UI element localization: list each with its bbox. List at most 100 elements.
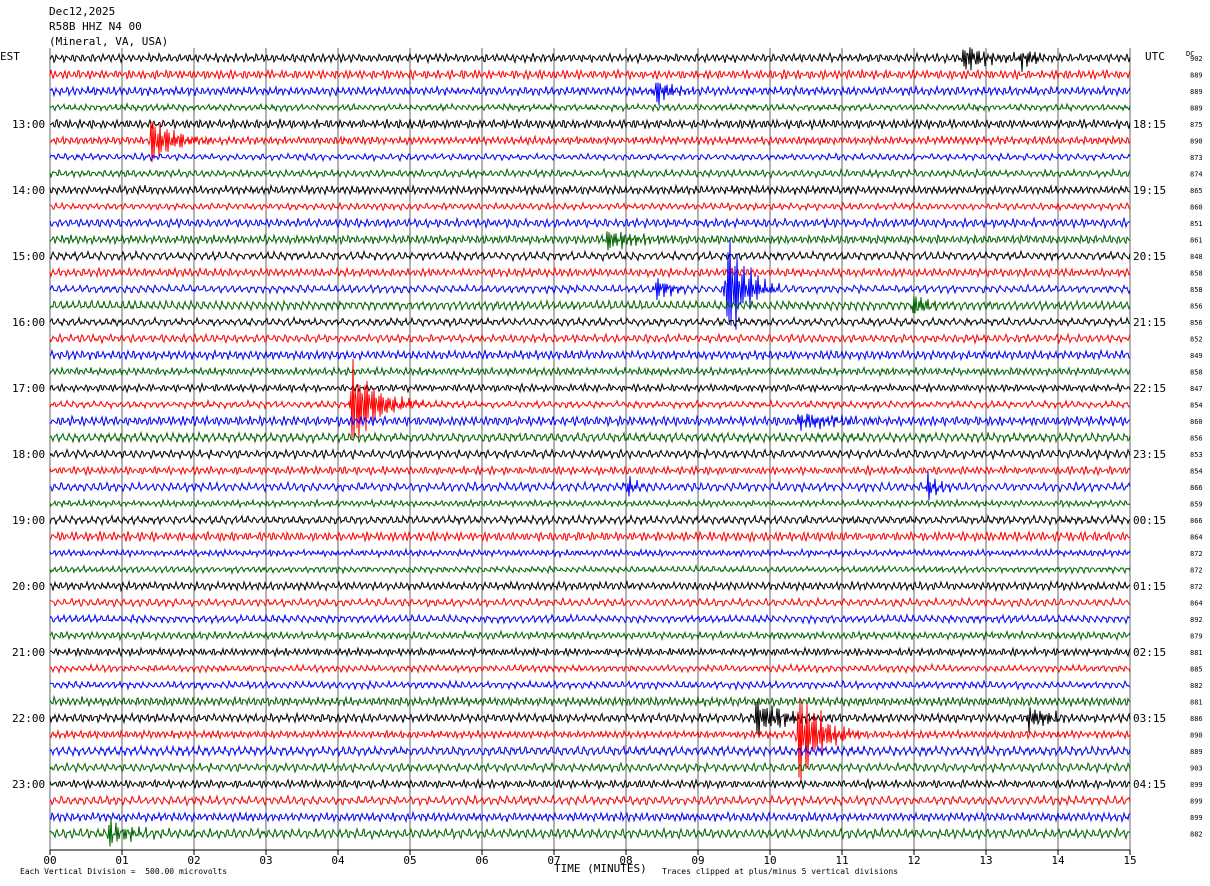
trace-line — [49, 547, 1131, 559]
dc-offset-label: 860 — [1190, 204, 1203, 212]
est-time-label: 19:00 — [12, 514, 45, 527]
trace-line — [49, 697, 1131, 784]
dc-offset-label: 879 — [1190, 633, 1203, 641]
est-time-label: 13:00 — [12, 118, 45, 131]
utc-time-label: 23:15 — [1133, 448, 1166, 461]
x-tick-label: 05 — [403, 854, 416, 867]
dc-offset-label: 899 — [1190, 781, 1203, 789]
trace-line — [49, 818, 1131, 847]
utc-time-label: 20:15 — [1133, 250, 1166, 263]
trace-line — [49, 249, 1131, 263]
trace-line — [49, 82, 1131, 106]
est-time-label: 21:00 — [12, 646, 45, 659]
dc-offset-label: 849 — [1190, 352, 1203, 360]
x-tick-label: 10 — [763, 854, 776, 867]
trace-line — [49, 464, 1131, 477]
x-tick-label: 13 — [979, 854, 992, 867]
trace-line — [49, 810, 1131, 824]
dc-offset-label: 858 — [1190, 270, 1203, 278]
trace-line — [49, 332, 1131, 345]
est-time-label: 22:00 — [12, 712, 45, 725]
dc-offset-label: 875 — [1190, 121, 1203, 129]
dc-offset-label: 890 — [1190, 138, 1203, 146]
dc-offset-label: 885 — [1190, 666, 1203, 674]
x-tick-label: 01 — [115, 854, 128, 867]
dc-offset-label: 881 — [1190, 649, 1203, 657]
trace-line — [49, 102, 1131, 114]
est-axis-label: EST — [0, 50, 20, 63]
trace-line — [49, 238, 1131, 330]
location-label: (Mineral, VA, USA) — [49, 35, 169, 48]
trace-line — [49, 47, 1131, 72]
dc-column-label: DC — [1186, 50, 1195, 58]
dc-offset-label: 866 — [1190, 517, 1203, 525]
dc-offset-label: 847 — [1190, 385, 1203, 393]
dc-offset-label: 848 — [1190, 253, 1203, 261]
est-time-label: 17:00 — [12, 382, 45, 395]
dc-offset-label: 872 — [1190, 583, 1203, 591]
trace-line — [49, 216, 1131, 230]
trace-line — [49, 744, 1131, 758]
dc-offset-label: 889 — [1190, 72, 1203, 80]
dc-offset-label: 902 — [1190, 55, 1203, 63]
dc-offset-label: 865 — [1190, 187, 1203, 195]
scale-note: Each Vertical Division = 500.00 microvol… — [20, 867, 228, 876]
trace-line — [49, 121, 1131, 163]
x-axis-title: TIME (MINUTES) — [554, 862, 647, 875]
x-tick-label: 03 — [259, 854, 272, 867]
trace-line — [49, 662, 1131, 675]
est-time-label: 18:00 — [12, 448, 45, 461]
est-time-label: 23:00 — [12, 778, 45, 791]
trace-line — [49, 447, 1131, 461]
x-tick-label: 14 — [1051, 854, 1065, 867]
dc-offset-label: 890 — [1190, 732, 1203, 740]
dc-offset-label: 903 — [1190, 765, 1203, 773]
est-time-label: 14:00 — [12, 184, 45, 197]
x-tick-label: 07 — [547, 854, 560, 867]
dc-offset-label: 859 — [1190, 501, 1203, 509]
utc-time-label: 21:15 — [1133, 316, 1166, 329]
trace-line — [49, 793, 1131, 808]
clip-note: Traces clipped at plus/minus 5 vertical … — [662, 867, 899, 876]
trace-line — [49, 430, 1131, 445]
trace-line — [49, 679, 1131, 691]
dc-offset-label: 886 — [1190, 715, 1203, 723]
dc-offset-label: 882 — [1190, 682, 1203, 690]
dc-offset-label: 854 — [1190, 468, 1203, 476]
dc-offset-label: 864 — [1190, 534, 1203, 542]
dc-offset-label: 860 — [1190, 418, 1203, 426]
dc-offset-label: 872 — [1190, 567, 1203, 575]
dc-offset-label: 866 — [1190, 484, 1203, 492]
dc-offset-label: 856 — [1190, 435, 1203, 443]
trace-line — [49, 413, 1131, 431]
trace-line — [49, 530, 1131, 544]
trace-line — [49, 183, 1131, 197]
trace-line — [49, 151, 1131, 163]
trace-line — [49, 266, 1131, 279]
est-time-label: 16:00 — [12, 316, 45, 329]
dc-offset-label: 899 — [1190, 798, 1203, 806]
x-tick-label: 04 — [331, 854, 345, 867]
dc-offset-label: 899 — [1190, 814, 1203, 822]
trace-line — [49, 358, 1131, 439]
trace-line — [49, 167, 1131, 180]
dc-offset-label: 853 — [1190, 451, 1203, 459]
utc-axis-label: UTC — [1145, 50, 1165, 63]
trace-line — [49, 295, 1131, 314]
dc-offset-label: 873 — [1190, 154, 1203, 162]
trace-line — [49, 471, 1131, 501]
dc-offset-label: 858 — [1190, 369, 1203, 377]
dc-offset-label: 864 — [1190, 600, 1203, 608]
x-tick-label: 08 — [619, 854, 632, 867]
station-label: R58B HHZ N4 00 — [49, 20, 142, 33]
dc-offset-label: 892 — [1190, 616, 1203, 624]
dc-offset-label: 889 — [1190, 88, 1203, 96]
trace-line — [49, 694, 1131, 708]
date-label: Dec12,2025 — [49, 5, 116, 18]
dc-offset-label: 889 — [1190, 748, 1203, 756]
trace-line — [49, 381, 1131, 394]
trace-line — [49, 629, 1131, 642]
trace-line — [49, 315, 1131, 329]
trace-line — [49, 596, 1131, 609]
